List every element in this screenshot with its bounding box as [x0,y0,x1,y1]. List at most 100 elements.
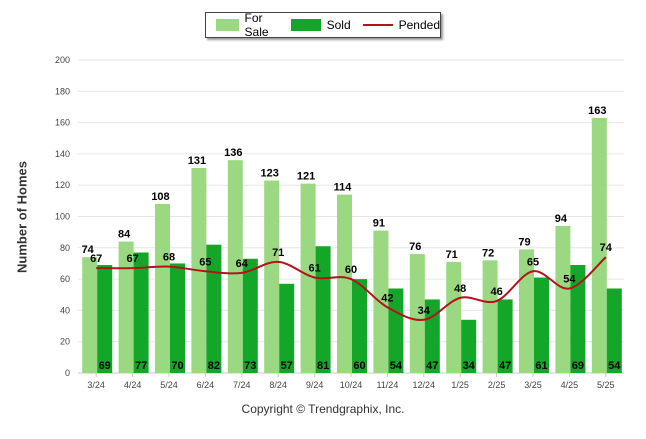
y-tick-label: 140 [55,149,70,159]
data-label-pended: 64 [236,258,249,270]
x-tick-label: 10/24 [340,380,363,390]
data-label-pended: 61 [308,263,320,275]
data-label-for-sale: 108 [151,191,169,203]
bar-for-sale [519,249,534,373]
data-label-for-sale: 72 [482,247,494,259]
data-label-for-sale: 136 [224,147,242,159]
data-label-sold: 69 [99,360,111,372]
data-label-pended: 65 [527,256,539,268]
legend-item-for-sale: For Sale [216,11,279,39]
data-label-for-sale: 94 [555,213,568,225]
x-tick-label: 4/25 [561,380,579,390]
bar-for-sale [82,257,98,373]
legend-swatch-sold [290,19,321,31]
data-label-for-sale: 163 [588,105,606,117]
data-label-for-sale: 74 [82,244,95,256]
x-tick-label: 12/24 [413,380,436,390]
x-tick-label: 11/24 [376,380,398,390]
data-label-pended: 54 [563,273,576,285]
data-label-for-sale: 91 [373,218,385,230]
data-label-pended: 65 [199,256,211,268]
data-label-pended: 46 [490,286,502,298]
bar-sold [242,258,258,373]
data-label-for-sale: 123 [261,168,279,180]
bar-sold [279,283,295,373]
bar-for-sale [155,203,170,373]
x-tick-label: 4/24 [124,380,142,390]
data-label-for-sale: 84 [118,229,131,241]
legend-label-sold: Sold [326,18,351,32]
data-label-pended: 67 [126,253,138,265]
x-tick-label: 6/24 [197,380,215,390]
bar-for-sale [227,160,243,373]
legend-label-for-sale: For Sale [244,11,269,39]
data-label-sold: 70 [171,360,183,372]
data-label-sold: 73 [244,360,256,372]
y-tick-label: 180 [55,86,70,96]
data-label-pended: 48 [454,283,466,295]
data-label-sold: 57 [281,360,293,372]
y-tick-label: 120 [55,180,70,190]
data-label-sold: 81 [317,360,329,372]
y-tick-label: 100 [55,212,70,222]
data-label-for-sale: 121 [297,171,315,183]
data-label-sold: 47 [426,360,438,372]
bar-sold [133,252,149,373]
bar-sold [461,319,477,373]
y-axis-label: Number of Homes [14,161,30,273]
data-label-for-sale: 79 [518,236,530,248]
bar-sold [352,279,367,373]
x-tick-label: 2/25 [488,380,506,390]
data-label-for-sale: 76 [409,241,421,253]
data-label-pended: 71 [272,247,284,259]
x-tick-label: 5/25 [597,380,615,390]
line-pended [96,256,607,321]
legend-item-sold: Sold [290,18,351,32]
legend: For Sale Sold Pended [205,11,441,39]
bar-for-sale [555,225,571,373]
bar-sold [570,265,586,373]
bar-for-sale [337,194,352,373]
bar-for-sale [591,117,607,373]
y-tick-label: 200 [55,55,70,65]
legend-swatch-for-sale [216,19,239,31]
data-label-sold: 47 [499,360,511,372]
bar-sold [206,244,222,373]
y-tick-label: 0 [65,368,70,378]
x-tick-label: 3/24 [87,380,105,390]
data-label-sold: 61 [535,360,547,372]
legend-item-pended: Pended [362,18,440,32]
data-label-sold: 69 [572,360,584,372]
bar-for-sale [482,260,498,373]
data-label-pended: 74 [600,242,613,254]
data-label-for-sale: 131 [188,155,206,167]
x-tick-label: 3/25 [524,380,542,390]
x-tick-label: 8/24 [269,380,287,390]
data-label-sold: 54 [390,360,403,372]
bar-sold [170,263,185,373]
data-label-pended: 68 [163,252,175,264]
legend-swatch-pended [362,24,393,26]
y-tick-label: 60 [60,274,70,284]
bar-for-sale [300,183,316,373]
bar-sold [606,288,622,373]
bar-for-sale [446,261,462,373]
data-label-pended: 60 [345,264,357,276]
data-label-sold: 34 [463,360,476,372]
data-label-pended: 34 [418,305,431,317]
bar-sold [534,277,549,373]
x-tick-label: 5/24 [160,380,178,390]
x-tick-label: 7/24 [233,380,251,390]
legend-label-pended: Pended [398,18,440,32]
bar-for-sale [118,241,134,373]
y-tick-label: 40 [60,305,70,315]
data-label-sold: 60 [353,360,365,372]
y-tick-label: 80 [60,243,70,253]
copyright-text: Copyright © Trendgraphix, Inc. [241,402,405,416]
data-label-pended: 67 [90,253,102,265]
bar-for-sale [264,180,280,373]
bar-for-sale [409,254,425,373]
data-label-sold: 82 [208,360,220,372]
